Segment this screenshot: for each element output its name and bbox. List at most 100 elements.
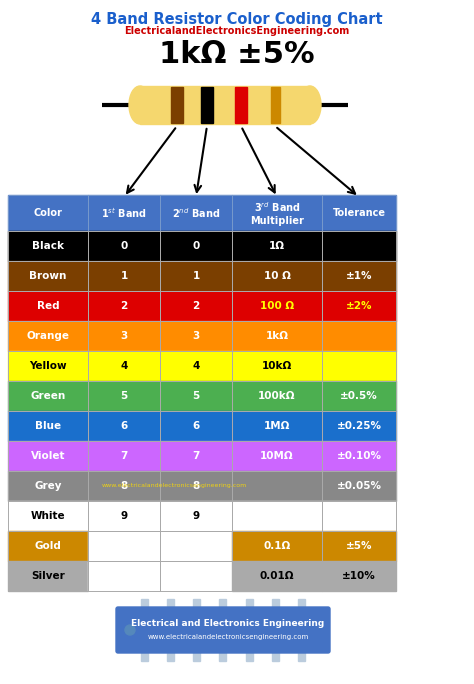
Bar [8, 351, 88, 381]
Text: 6: 6 [192, 421, 200, 431]
Bar [8, 321, 88, 351]
Bar [88, 261, 160, 291]
Text: ±10%: ±10% [342, 571, 376, 581]
Bar [160, 195, 232, 231]
Bar [88, 321, 160, 351]
Bar [160, 501, 232, 531]
Bar [232, 531, 322, 561]
Bar [160, 381, 232, 411]
Text: Black: Black [32, 241, 64, 251]
Text: 1Ω: 1Ω [269, 241, 285, 251]
Bar [88, 195, 160, 231]
Text: 1MΩ: 1MΩ [264, 421, 290, 431]
Bar [88, 441, 160, 471]
Bar [171, 87, 183, 123]
Bar [232, 231, 322, 261]
Bar [160, 351, 232, 381]
Text: Color: Color [34, 208, 63, 218]
Bar [167, 599, 174, 609]
Bar [88, 231, 160, 261]
Bar [160, 231, 232, 261]
Bar [88, 411, 160, 441]
Bar [322, 471, 396, 501]
Bar [235, 87, 247, 123]
Bar [232, 291, 322, 321]
Bar [298, 651, 305, 661]
Bar [8, 195, 88, 231]
Bar [8, 441, 88, 471]
Text: 9: 9 [192, 511, 200, 521]
Bar [322, 531, 396, 561]
Bar [160, 261, 232, 291]
Bar [167, 651, 174, 661]
Bar [232, 291, 322, 321]
Bar [160, 321, 232, 351]
Bar [88, 501, 160, 531]
Text: 5: 5 [120, 391, 128, 401]
Text: Blue: Blue [35, 421, 61, 431]
Bar [322, 195, 396, 231]
Bar [88, 195, 160, 231]
Ellipse shape [299, 86, 321, 124]
Bar [160, 381, 232, 411]
Bar [8, 501, 88, 531]
Text: 4: 4 [120, 361, 128, 371]
Text: 0.01Ω: 0.01Ω [260, 571, 294, 581]
Bar [232, 321, 322, 351]
Text: ±0.10%: ±0.10% [337, 451, 382, 461]
Text: Red: Red [36, 301, 59, 311]
Bar [160, 471, 232, 501]
Bar [322, 441, 396, 471]
Text: 7: 7 [192, 451, 200, 461]
Bar [88, 351, 160, 381]
Bar [246, 651, 253, 661]
Text: 8: 8 [192, 481, 200, 491]
Bar [322, 411, 396, 441]
Bar [88, 471, 160, 501]
Bar [8, 561, 88, 591]
Bar [271, 87, 280, 123]
Bar [322, 381, 396, 411]
Bar [141, 651, 148, 661]
Bar [322, 561, 396, 591]
Bar [160, 531, 232, 561]
Bar [160, 231, 232, 261]
Bar [232, 561, 322, 591]
Text: White: White [31, 511, 65, 521]
Text: 8: 8 [120, 481, 128, 491]
Bar [8, 261, 88, 291]
Bar [88, 381, 160, 411]
Bar [232, 351, 322, 381]
Text: Gold: Gold [35, 541, 62, 551]
Bar [232, 501, 322, 531]
Text: Silver: Silver [31, 571, 65, 581]
Bar [201, 87, 213, 123]
Bar [322, 261, 396, 291]
Bar [272, 651, 279, 661]
Bar [160, 471, 232, 501]
Bar [8, 291, 88, 321]
Bar [88, 561, 160, 591]
Text: 100 Ω: 100 Ω [260, 301, 294, 311]
Bar [322, 195, 396, 231]
Text: ±0.05%: ±0.05% [337, 481, 382, 491]
Bar [232, 411, 322, 441]
Bar [88, 411, 160, 441]
Bar [322, 291, 396, 321]
Text: 4: 4 [192, 361, 200, 371]
Bar [8, 261, 88, 291]
Bar [160, 411, 232, 441]
Bar [322, 531, 396, 561]
Bar [232, 261, 322, 291]
Text: 10MΩ: 10MΩ [260, 451, 294, 461]
Bar [322, 441, 396, 471]
Bar [232, 195, 322, 231]
Bar [140, 86, 310, 124]
Bar [8, 501, 88, 531]
Bar [160, 441, 232, 471]
Bar [232, 231, 322, 261]
Ellipse shape [129, 86, 151, 124]
Text: 4 Band Resistor Color Coding Chart: 4 Band Resistor Color Coding Chart [91, 12, 383, 27]
Bar [246, 599, 253, 609]
Bar [232, 351, 322, 381]
